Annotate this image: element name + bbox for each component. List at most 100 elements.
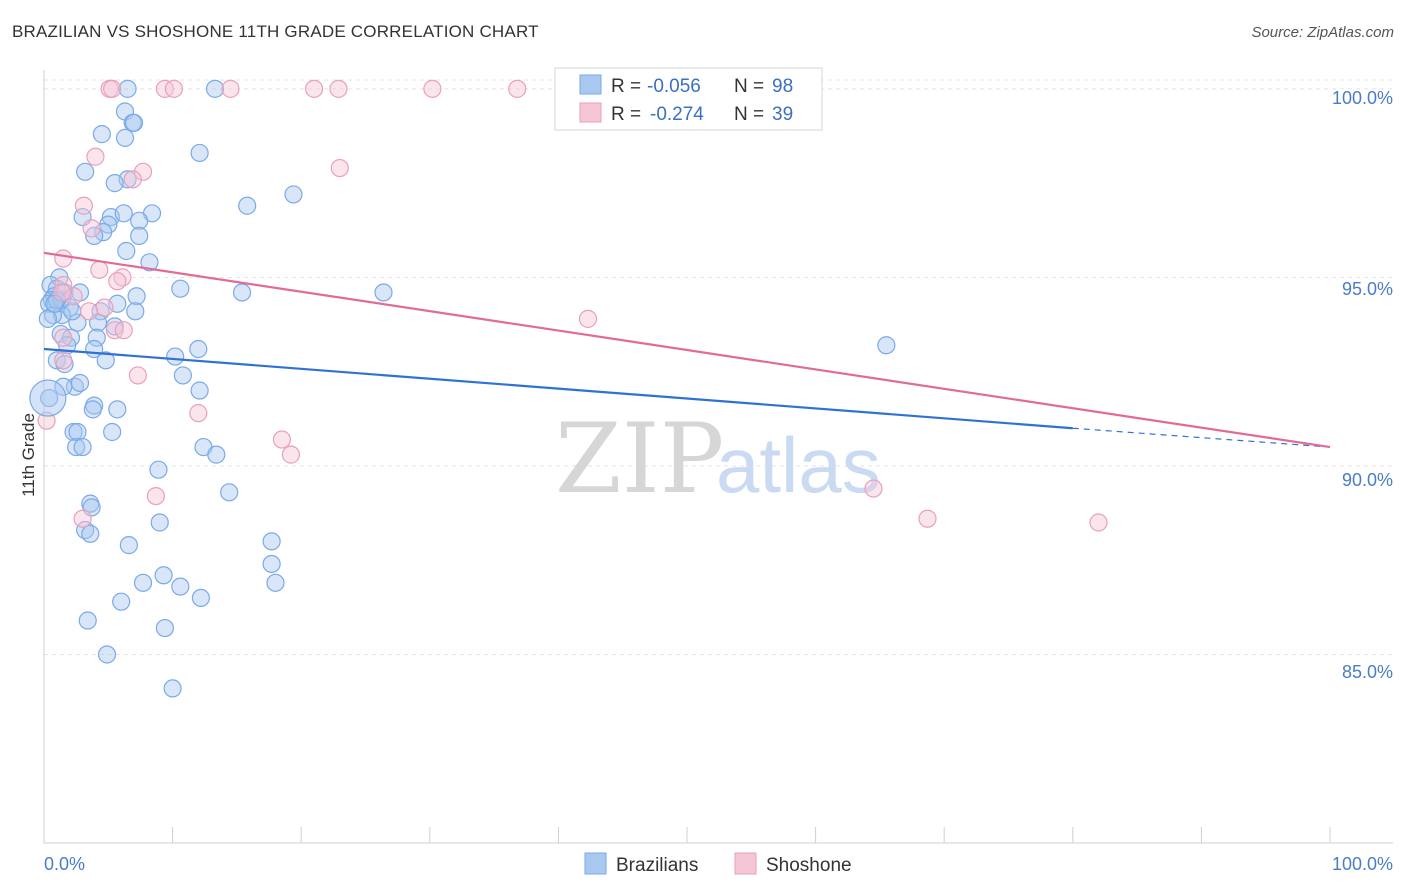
legend-r-value-1: -0.056 — [647, 76, 701, 97]
brazilians-point — [190, 381, 209, 400]
brazilians-point — [67, 437, 86, 457]
brazilians-point — [92, 125, 111, 144]
shoshone-point — [508, 79, 527, 98]
brazilians-point — [191, 588, 210, 608]
series-legend: Brazilians Shoshone — [584, 852, 852, 876]
shoshone-point — [272, 430, 292, 449]
shoshone-point — [54, 328, 73, 347]
brazilians-point — [97, 645, 117, 664]
shoshone-point — [918, 509, 937, 528]
y-tick-label-95: 95.0% — [1342, 279, 1393, 299]
shoshone-point — [73, 509, 92, 528]
brazilians-point — [149, 460, 168, 479]
bottom-legend-swatch-shoshone — [734, 852, 757, 875]
shoshone-point — [281, 445, 301, 464]
brazilians-point — [124, 113, 144, 132]
brazilians-point — [83, 400, 102, 419]
shoshone-point — [54, 275, 73, 295]
brazilians-point — [126, 302, 145, 321]
brazilians-point — [87, 328, 106, 347]
shoshone-point — [146, 486, 165, 506]
legend-r-label-2: R = — [611, 104, 641, 125]
brazilians-point — [262, 554, 281, 574]
brazilians-point — [189, 339, 208, 359]
brazilians-point — [108, 400, 127, 419]
shoshone-point — [79, 302, 99, 321]
brazilians-trend-extension — [1072, 427, 1331, 448]
shoshone-point — [95, 298, 114, 317]
brazilians-point — [38, 309, 57, 328]
legend-swatch-brazilians — [579, 74, 602, 95]
y-tick-label-85: 85.0% — [1342, 662, 1393, 682]
x-tick-label-left: 0.0% — [44, 854, 85, 874]
brazilians-point — [76, 162, 95, 181]
shoshone-point — [108, 272, 127, 291]
shoshone-point — [103, 79, 122, 98]
brazilians-point — [238, 196, 257, 215]
legend-swatch-shoshone — [579, 102, 602, 123]
brazilians-point — [171, 577, 190, 596]
brazilians-point — [112, 592, 131, 611]
brazilians-point — [207, 445, 226, 464]
axes — [43, 70, 1393, 844]
brazilians-point — [877, 336, 896, 355]
brazilians-point — [133, 573, 153, 592]
shoshone-point — [221, 79, 240, 98]
chart-title: BRAZILIAN VS SHOSHONE 11TH GRADE CORRELA… — [12, 22, 539, 41]
stats-legend: R = -0.056 N = 98 R = -0.274 N = 39 — [554, 67, 823, 131]
brazilians-point — [171, 279, 190, 298]
brazilians-point — [166, 347, 185, 366]
brazilians-point — [374, 283, 393, 302]
brazilians-point — [70, 373, 90, 393]
brazilians-point — [118, 79, 137, 98]
brazilians-point-large — [29, 379, 67, 417]
shoshone-point — [864, 479, 883, 498]
legend-n-label-1: N = — [734, 76, 764, 97]
shoshone-point — [164, 79, 183, 98]
brazilians-point — [63, 302, 82, 321]
watermark-atlas: atlas — [716, 421, 881, 509]
points-layer — [29, 79, 1108, 698]
brazilians-point — [96, 351, 115, 370]
brazilians-point — [105, 174, 124, 193]
brazilians-point — [140, 253, 159, 272]
brazilians-point — [173, 366, 192, 385]
legend-r-label-1: R = — [611, 76, 641, 97]
brazilians-point — [68, 313, 87, 332]
bottom-legend-label-brazilians: Brazilians — [616, 855, 698, 876]
brazilians-point — [205, 79, 225, 98]
shoshone-trend-line — [43, 251, 1331, 449]
brazilians-point — [127, 287, 146, 306]
brazilians-point — [130, 226, 149, 246]
brazilians-point — [155, 618, 174, 638]
brazilians-point — [262, 532, 281, 551]
brazilians-point — [117, 241, 136, 261]
shoshone-point — [86, 147, 105, 166]
brazilians-point — [78, 611, 97, 630]
shoshone-point — [128, 366, 147, 385]
legend-n-label-2: N = — [734, 104, 764, 125]
brazilians-point — [163, 679, 182, 698]
bottom-legend-swatch-brazilians — [584, 852, 607, 875]
shoshone-point — [74, 196, 93, 215]
y-tick-label-90: 90.0% — [1342, 470, 1393, 490]
shoshone-point — [82, 219, 101, 238]
shoshone-point — [114, 321, 133, 340]
shoshone-point — [578, 309, 598, 328]
shoshone-point — [64, 287, 83, 306]
brazilians-point — [284, 185, 303, 204]
legend-n-value-1: 98 — [772, 76, 793, 97]
shoshone-point — [133, 162, 153, 181]
shoshone-point — [1089, 513, 1108, 532]
shoshone-point — [423, 79, 442, 98]
brazilians-point — [115, 128, 135, 147]
brazilians-point — [68, 422, 87, 442]
brazilians-point — [103, 422, 122, 442]
legend-r-value-2: -0.274 — [650, 104, 704, 125]
bottom-legend-label-shoshone: Shoshone — [766, 855, 852, 876]
watermark-zip: ZIP — [555, 403, 724, 515]
brazilians-point — [64, 422, 83, 442]
shoshone-point — [54, 351, 73, 370]
shoshone-point — [90, 260, 109, 279]
